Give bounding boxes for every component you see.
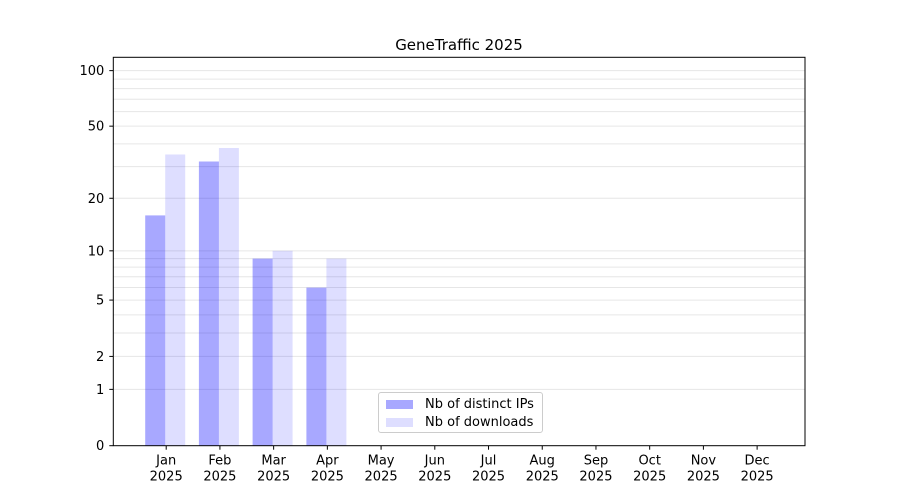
y-tick-label-5: 5 (96, 294, 104, 309)
legend-label-distinct-ips: Nb of distinct IPs (425, 396, 534, 412)
legend-item-distinct-ips: Nb of distinct IPs (386, 395, 542, 413)
bar-downloads-mar (272, 250, 293, 446)
bar-distinct-ips-apr (306, 287, 327, 446)
x-tick-label-year-aug: 2025 (526, 470, 559, 485)
x-tick-label-year-jan: 2025 (150, 470, 183, 485)
x-tick-label-year-feb: 2025 (203, 470, 236, 485)
y-tick-label-100: 100 (79, 64, 104, 79)
bar-distinct-ips-mar (252, 258, 273, 446)
x-tick-label-year-sep: 2025 (579, 470, 612, 485)
x-tick-label-year-dec: 2025 (741, 470, 774, 485)
y-tick-label-10: 10 (88, 244, 105, 259)
x-tick-label-month-sep: Sep (584, 454, 609, 469)
chart-title: GeneTraffic 2025 (395, 36, 523, 54)
bar-distinct-ips-jan (145, 215, 166, 446)
y-tick-label-20: 20 (88, 192, 105, 207)
y-tick-label-0: 0 (96, 439, 104, 454)
x-tick-label-month-jun: Jun (424, 454, 445, 469)
bar-downloads-jan (165, 154, 186, 446)
x-tick-label-month-nov: Nov (691, 454, 717, 469)
legend-label-downloads: Nb of downloads (425, 414, 534, 430)
x-tick-label-month-jul: Jul (480, 454, 497, 469)
bar-downloads-feb (218, 148, 239, 446)
y-tick-label-50: 50 (88, 120, 105, 135)
x-tick-label-month-dec: Dec (745, 454, 770, 469)
y-tick-label-1: 1 (96, 383, 104, 398)
x-tick-label-year-apr: 2025 (311, 470, 344, 485)
x-tick-label-month-jan: Jan (155, 454, 176, 469)
x-tick-label-month-aug: Aug (530, 454, 555, 469)
x-tick-label-year-jul: 2025 (472, 470, 505, 485)
x-tick-label-month-apr: Apr (316, 454, 339, 469)
x-tick-label-month-oct: Oct (638, 454, 660, 469)
x-tick-label-month-mar: Mar (261, 454, 286, 469)
x-tick-label-year-jun: 2025 (418, 470, 451, 485)
x-tick-label-month-feb: Feb (208, 454, 231, 469)
x-tick-label-year-mar: 2025 (257, 470, 290, 485)
x-tick-label-year-nov: 2025 (687, 470, 720, 485)
legend: Nb of distinct IPs Nb of downloads (378, 392, 543, 433)
x-tick-label-year-oct: 2025 (633, 470, 666, 485)
x-tick-label-month-may: May (368, 454, 395, 469)
bar-distinct-ips-feb (198, 161, 219, 446)
legend-swatch-downloads (386, 417, 413, 427)
plot-border (112, 56, 806, 447)
bar-downloads-apr (326, 258, 347, 446)
x-tick-label-year-may: 2025 (365, 470, 398, 485)
legend-swatch-distinct-ips (386, 399, 413, 409)
legend-item-downloads: Nb of downloads (386, 413, 542, 431)
y-tick-label-2: 2 (96, 350, 104, 365)
